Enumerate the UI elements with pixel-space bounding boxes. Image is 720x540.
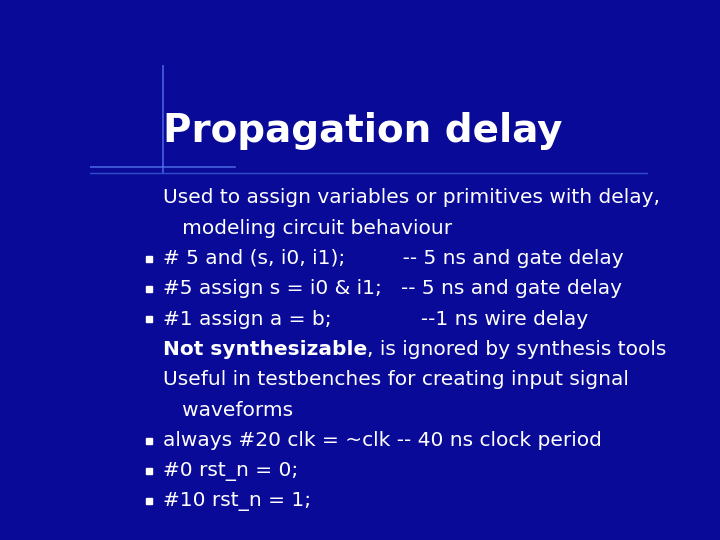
Text: #0 rst_n = 0;: #0 rst_n = 0;: [163, 462, 298, 481]
Text: always #20 clk = ~clk -- 40 ns clock period: always #20 clk = ~clk -- 40 ns clock per…: [163, 431, 601, 450]
Text: #1 assign a = b;              --1 ns wire delay: #1 assign a = b; --1 ns wire delay: [163, 310, 588, 329]
Text: Useful in testbenches for creating input signal: Useful in testbenches for creating input…: [163, 370, 629, 389]
Text: #10 rst_n = 1;: #10 rst_n = 1;: [163, 492, 310, 511]
Text: # 5 and (s, i0, i1);         -- 5 ns and gate delay: # 5 and (s, i0, i1); -- 5 ns and gate de…: [163, 249, 624, 268]
Text: waveforms: waveforms: [163, 401, 292, 420]
Text: Used to assign variables or primitives with delay,: Used to assign variables or primitives w…: [163, 188, 660, 207]
Text: Not synthesizable: Not synthesizable: [163, 340, 366, 359]
Text: Propagation delay: Propagation delay: [163, 112, 562, 150]
Text: , is ignored by synthesis tools: , is ignored by synthesis tools: [366, 340, 666, 359]
Text: #5 assign s = i0 & i1;   -- 5 ns and gate delay: #5 assign s = i0 & i1; -- 5 ns and gate …: [163, 279, 621, 299]
Text: modeling circuit behaviour: modeling circuit behaviour: [163, 219, 451, 238]
